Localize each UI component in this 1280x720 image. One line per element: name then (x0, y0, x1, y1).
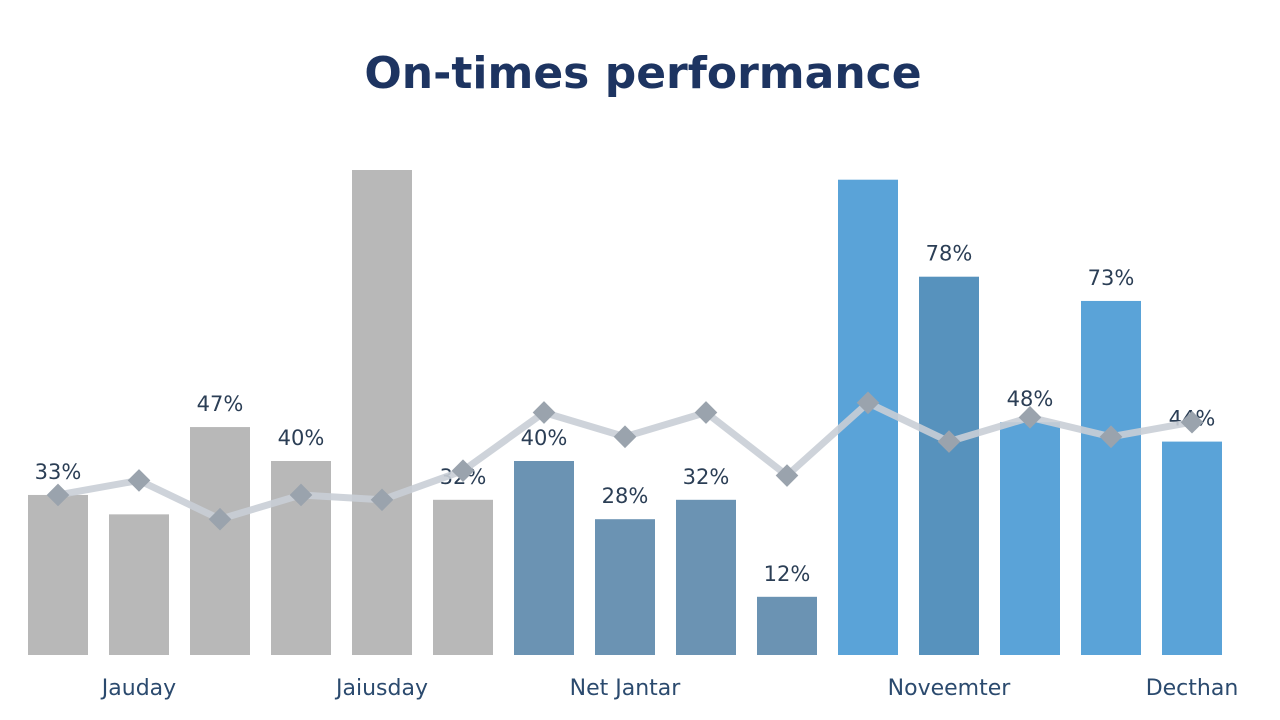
trend-marker (127, 469, 151, 492)
bar (757, 596, 817, 655)
trend-marker (1099, 425, 1123, 449)
trend-marker (613, 425, 637, 449)
x-tick-label: Jaiusday (334, 676, 428, 701)
x-tick-label: Noveemter (888, 676, 1012, 701)
value-label: 12% (764, 562, 811, 586)
trend-marker (451, 459, 475, 483)
trend-marker (694, 401, 718, 424)
trend-marker (1018, 406, 1042, 429)
bar (1162, 441, 1222, 655)
bar (190, 427, 250, 655)
bar (1000, 422, 1060, 655)
bar (352, 170, 412, 655)
value-label: 47% (197, 392, 244, 416)
trend-marker (775, 464, 799, 487)
x-tick-label: Jauday (100, 676, 176, 701)
bar (1081, 300, 1141, 655)
value-label: 32% (683, 465, 730, 489)
value-label: 73% (1088, 266, 1135, 290)
bar (433, 499, 493, 655)
bar (676, 499, 736, 655)
value-label: 40% (278, 426, 325, 450)
trend-marker (289, 483, 313, 507)
value-label: 28% (602, 484, 649, 508)
x-tick-label: Net Jantar (570, 676, 682, 701)
value-label: 78% (926, 242, 973, 266)
bar (595, 519, 655, 655)
trend-marker (856, 391, 880, 415)
value-label: 33% (35, 460, 82, 484)
bar (514, 461, 574, 655)
bar (109, 514, 169, 655)
chart-title: On-times performance (364, 48, 921, 99)
trend-marker (1180, 410, 1204, 434)
trend-marker (370, 488, 394, 512)
trend-marker (937, 430, 961, 453)
bar (28, 494, 88, 655)
value-label: 40% (521, 426, 568, 450)
trend-marker (532, 401, 556, 424)
x-tick-label: Decthan (1146, 676, 1239, 701)
bar (919, 276, 979, 655)
